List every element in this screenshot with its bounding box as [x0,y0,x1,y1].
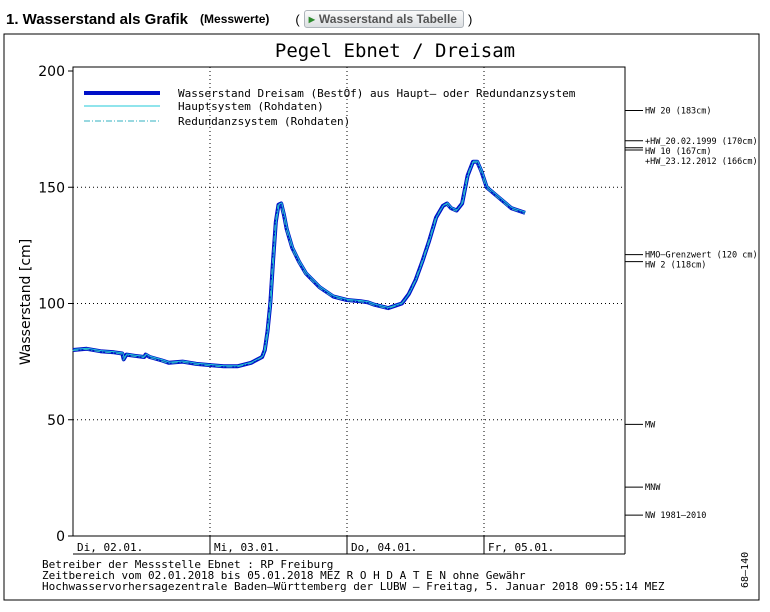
legend-label-hauptsystem: Hauptsystem (Rohdaten) [178,100,324,113]
series-line-bestof [72,159,526,369]
y-tick-label: 50 [47,413,65,429]
page-title: 1. Wasserstand als Grafik [6,10,189,28]
chart-frame [3,33,760,601]
plot-area [72,66,626,537]
y-tick-label: 150 [38,180,65,196]
footer-line: Betreiber der Messstelle Ebnet : RP Frei… [42,558,333,571]
x-day-label: Do, 04.01. [351,541,417,554]
footer-line: Zeitbereich vom 02.01.2018 bis 05.01.201… [42,569,526,582]
x-day-label: Mi, 03.01. [214,541,280,554]
y-tick-label: 100 [38,297,65,313]
x-day-label: Fr, 05.01. [488,541,554,554]
page-header: 1. Wasserstand als Grafik (Messwerte) ( … [6,8,472,30]
side-code-label: 68–140 [740,552,751,588]
legend-label-bestof: Wasserstand Dreisam (BestOf) aus Haupt– … [178,87,576,100]
table-view-button[interactable]: ▶ Wasserstand als Tabelle [303,10,464,28]
y-tick-label: 0 [56,529,65,545]
paren-open: ( [295,11,300,27]
threshold-label: MW [645,420,656,430]
threshold-label: NW 1981–2010 [645,511,706,521]
x-day-label: Di, 02.01. [77,541,143,554]
series-line-redundanzsystem [72,161,525,368]
y-axis-label: Wasserstand [cm] [18,239,34,365]
legend-label-redundanzsystem: Redundanzsystem (Rohdaten) [178,115,350,128]
footer-line: Hochwasservorhersagezentrale Baden–Württ… [42,580,665,593]
threshold-label: +HW_23.12.2012 (166cm) [645,157,758,167]
play-arrow-icon: ▶ [308,14,315,24]
page-subtitle: (Messwerte) [200,12,270,26]
threshold-label: HW 20 (183cm) [645,107,712,117]
paren-close: ) [467,11,473,27]
threshold-label: +HW_20.02.1999 (170cm) [645,137,758,147]
threshold-label: HW 10 (167cm) [645,147,712,157]
threshold-label: HW 2 (118cm) [645,261,706,271]
chart-title: Pegel Ebnet / Dreisam [275,40,515,62]
y-tick-label: 200 [38,64,65,80]
series-line-hauptsystem [73,160,526,367]
table-view-button-label: Wasserstand als Tabelle [318,12,457,26]
threshold-label: HMO–Grenzwert (120 cm) [645,251,758,261]
threshold-label: MNW [645,483,661,493]
